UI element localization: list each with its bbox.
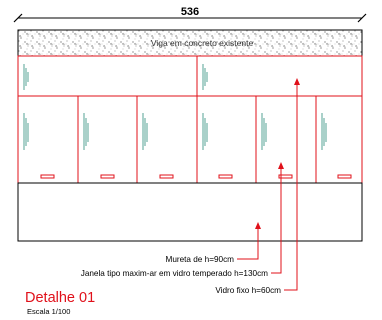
sash-handle [40, 174, 55, 179]
drawing-scale: Escala 1/100 [27, 307, 70, 316]
sash-handle [337, 174, 352, 179]
beam-label: Viga em concreto existente [151, 38, 254, 48]
sash-handle [278, 174, 293, 179]
window-sash-6 [321, 113, 352, 179]
parapet-wall [17, 182, 363, 242]
window-sash-5 [261, 113, 293, 179]
window-sash-1 [23, 113, 55, 179]
window-sash-3 [142, 113, 174, 179]
sash-handle [159, 174, 174, 179]
leader-janela [271, 168, 282, 274]
width-dimension-label: 536 [181, 6, 199, 18]
drawing-title: Detalhe 01 [25, 290, 95, 306]
leader-lines [237, 78, 300, 291]
fixed-glass-right [202, 64, 208, 90]
sash-handle [100, 174, 115, 179]
fixed-glass-left [23, 64, 29, 90]
arrow-up-icon [255, 222, 261, 229]
arrow-up-icon [294, 78, 300, 85]
callout-vidro: Vidro fixo h=60cm [215, 286, 281, 295]
window-sash-2 [83, 113, 115, 179]
width-dimension: 536 [13, 6, 367, 23]
window-frame [17, 55, 363, 184]
concrete-beam: Viga em concreto existente [17, 29, 363, 57]
callout-mureta: Mureta de h=90cm [166, 255, 235, 264]
leader-mureta [237, 228, 259, 260]
sash-handle [218, 174, 233, 179]
callout-janela: Janela tipo maxim-ar em vidro temperado … [81, 269, 268, 278]
window-sash-4 [202, 113, 233, 179]
leader-vidro [284, 84, 298, 291]
arrow-up-icon [278, 162, 284, 169]
